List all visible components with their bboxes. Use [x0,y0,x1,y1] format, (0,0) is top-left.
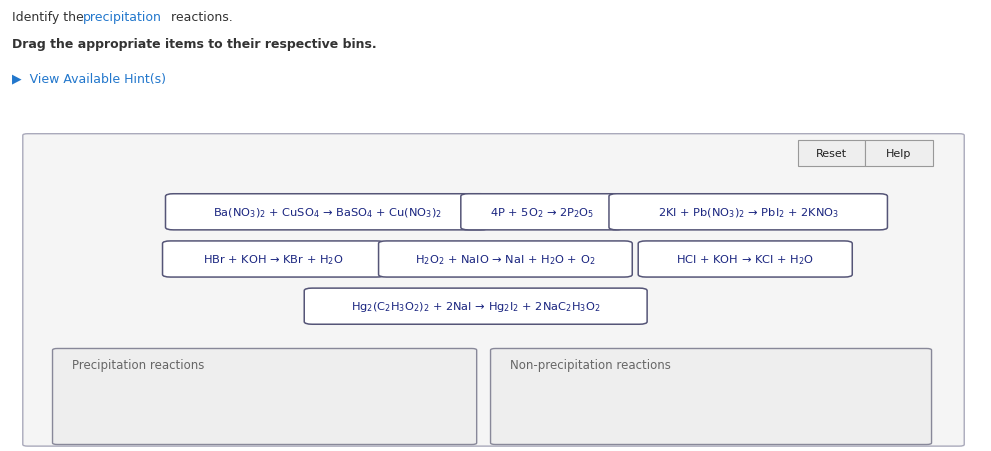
Text: Help: Help [886,148,912,159]
FancyBboxPatch shape [23,134,964,446]
FancyBboxPatch shape [798,140,865,167]
Text: Drag the appropriate items to their respective bins.: Drag the appropriate items to their resp… [12,38,377,51]
Text: 4P + 5O$_2$ → 2P$_2$O$_5$: 4P + 5O$_2$ → 2P$_2$O$_5$ [490,206,595,219]
FancyBboxPatch shape [865,140,933,167]
Text: 2KI + Pb(NO$_3$)$_2$ → PbI$_2$ + 2KNO$_3$: 2KI + Pb(NO$_3$)$_2$ → PbI$_2$ + 2KNO$_3… [658,206,838,219]
Text: HCl + KOH → KCl + H$_2$O: HCl + KOH → KCl + H$_2$O [677,253,814,266]
Text: ▶  View Available Hint(s): ▶ View Available Hint(s) [12,72,165,85]
Text: HBr + KOH → KBr + H$_2$O: HBr + KOH → KBr + H$_2$O [203,253,344,266]
FancyBboxPatch shape [53,349,477,445]
Text: Hg$_2$(C$_2$H$_3$O$_2$)$_2$ + 2NaI → Hg$_2$I$_2$ + 2NaC$_2$H$_3$O$_2$: Hg$_2$(C$_2$H$_3$O$_2$)$_2$ + 2NaI → Hg$… [351,299,601,313]
FancyBboxPatch shape [165,194,489,230]
FancyBboxPatch shape [638,241,852,277]
Text: Ba(NO$_3$)$_2$ + CuSO$_4$ → BaSO$_4$ + Cu(NO$_3$)$_2$: Ba(NO$_3$)$_2$ + CuSO$_4$ → BaSO$_4$ + C… [213,206,441,219]
FancyBboxPatch shape [491,349,932,445]
Text: Reset: Reset [816,148,847,159]
FancyBboxPatch shape [608,194,888,230]
FancyBboxPatch shape [461,194,623,230]
Text: precipitation: precipitation [83,11,163,24]
Text: reactions.: reactions. [167,11,233,24]
Text: Precipitation reactions: Precipitation reactions [72,359,205,372]
FancyBboxPatch shape [304,289,647,325]
Text: H$_2$O$_2$ + NaIO → NaI + H$_2$O + O$_2$: H$_2$O$_2$ + NaIO → NaI + H$_2$O + O$_2$ [415,253,596,266]
FancyBboxPatch shape [379,241,632,277]
Text: Non-precipitation reactions: Non-precipitation reactions [510,359,671,372]
FancyBboxPatch shape [163,241,385,277]
Text: Identify the: Identify the [12,11,87,24]
